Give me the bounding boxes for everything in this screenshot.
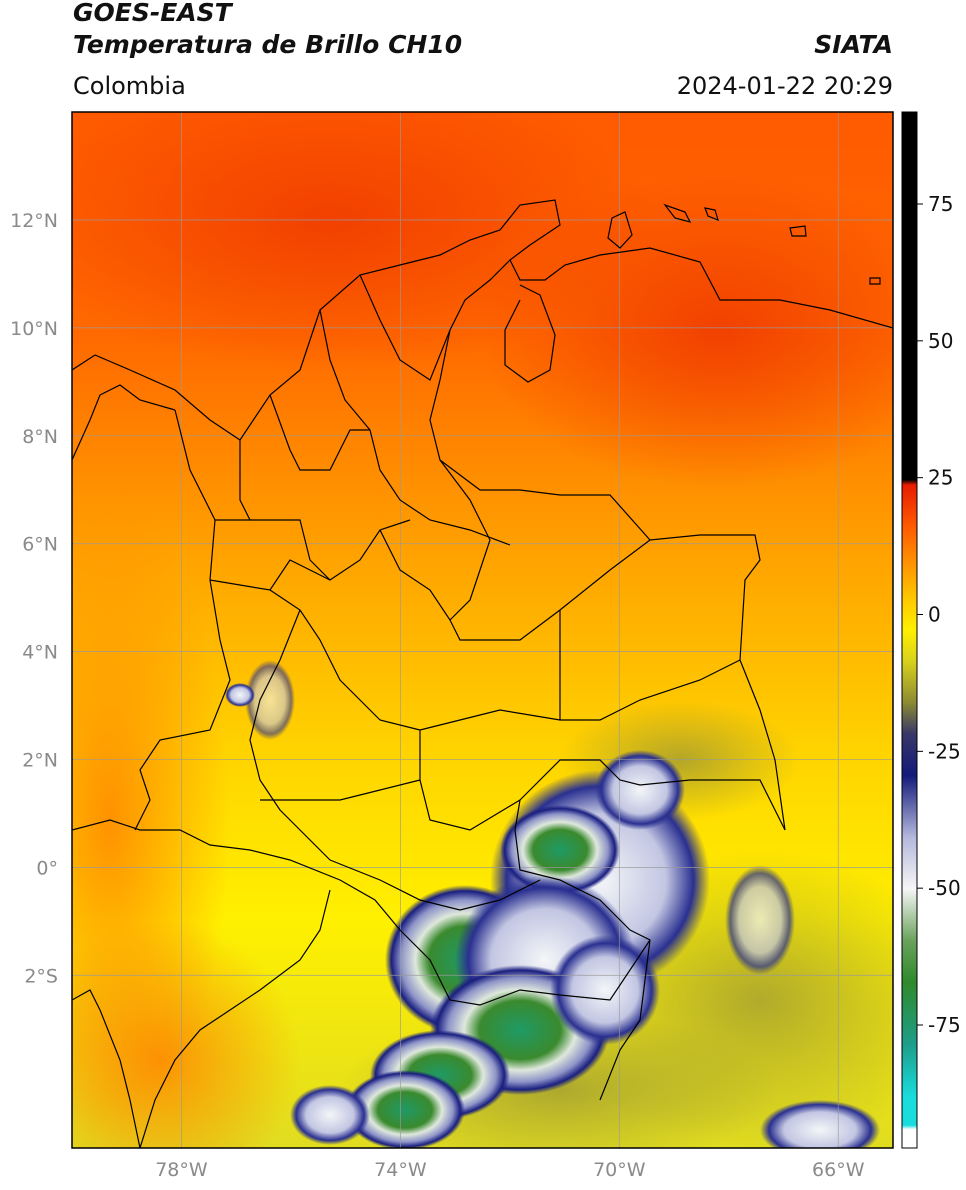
title-line-2: Temperatura de Brillo CH10 (73, 30, 463, 59)
colorbar-tick-label: 75 (928, 192, 953, 216)
colorbar-gradient (901, 111, 918, 1149)
department-borders-north (239, 274, 511, 581)
graticule (72, 112, 893, 1148)
title-line-1: GOES-EAST (73, 0, 232, 27)
latitude-label: 4°N (22, 642, 58, 664)
aruba-curacao-islands (607, 203, 881, 285)
plot-frame (71, 111, 894, 1149)
ecuador-coast (72, 989, 141, 1148)
longitude-label: 74°W (374, 1159, 427, 1181)
timestamp-label: 2024-01-22 20:29 (676, 72, 893, 100)
temperature-field (72, 112, 893, 1148)
coastline-caribbean (72, 199, 893, 441)
latitude-label: 8°N (22, 426, 58, 448)
colorbar-tick-label: 0 (928, 603, 941, 627)
colorbar-tick-label: -50 (928, 876, 961, 900)
region-label: Colombia (73, 72, 186, 100)
latitude-label: 0° (36, 857, 58, 879)
department-borders-center (209, 459, 651, 861)
source-label: SIATA (814, 30, 893, 59)
longitude-label: 66°W (812, 1159, 865, 1181)
department-borders-south (260, 610, 741, 911)
latitude-label: 6°N (22, 534, 58, 556)
longitude-label: 70°W (593, 1159, 646, 1181)
colombia-peru-border (72, 819, 651, 1006)
political-borders (72, 199, 893, 1148)
colombia-brazil-border (514, 759, 786, 1101)
colorbar-tick-label: -25 (928, 739, 961, 763)
longitude-labels: 78°W 74°W 70°W 66°W (155, 1159, 864, 1181)
colorbar-tick-label: 50 (928, 329, 953, 353)
colorbar-ticks: 75 50 25 0 -25 -50 -75 (917, 192, 961, 1037)
colombia-panama-border (72, 384, 176, 461)
pacific-coast (134, 409, 231, 831)
maracaibo-basin (504, 284, 556, 383)
latitude-labels: 12°N 10°N 8°N 6°N 4°N 2°N 0° 2°S (10, 210, 58, 987)
colombia-venezuela-border (429, 259, 786, 831)
colorbar-tick-label: -75 (928, 1013, 961, 1037)
latitude-label: 10°N (10, 318, 58, 340)
colorbar: 75 50 25 0 -25 -50 -75 (901, 111, 961, 1149)
colorbar-tick-label: 25 (928, 466, 953, 490)
latitude-label: 2°S (24, 965, 58, 987)
peru-ecuador-border (139, 889, 331, 1148)
longitude-label: 78°W (155, 1159, 208, 1181)
latitude-label: 2°N (22, 750, 58, 772)
convective-cloud-system (225, 660, 880, 1148)
latitude-label: 12°N (10, 210, 58, 232)
